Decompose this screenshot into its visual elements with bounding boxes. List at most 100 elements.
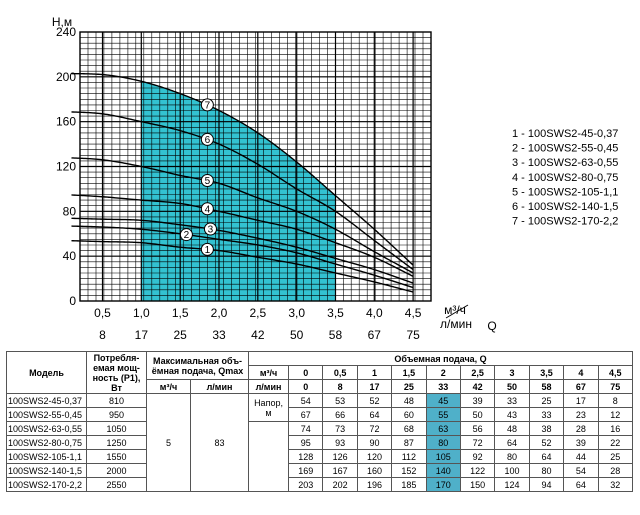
head-value-cell: 160 (356, 463, 393, 478)
head-value-cell: 66 (322, 407, 358, 422)
head-value-cell: 122 (459, 463, 496, 478)
head-value-cell: 23 (563, 407, 599, 422)
head-value-cell: 196 (356, 477, 393, 492)
x-tick-label-m3h: 4,5 (405, 306, 422, 320)
head-value-cell: 169 (288, 463, 324, 478)
head-value-cell: 44 (563, 449, 599, 464)
qmax-m3h-cell: 5 (146, 393, 191, 492)
header-flow-lmin: 75 (597, 379, 634, 394)
head-value-cell: 64 (528, 449, 565, 464)
header-flow-m3h: 2 (425, 365, 461, 380)
curve-marker-6 (200, 132, 214, 146)
legend-item: 4 - 100SWS2-80-0,75 (512, 172, 618, 184)
header-qmax: Максимальная объ-ёмная подача, Qmax (145, 351, 250, 380)
table-header-row: Модель Потребля-емая мощ-ность (P1), Вт Ма… (6, 351, 634, 394)
curve-1 (71, 240, 414, 293)
operating-range-area (141, 81, 336, 301)
header-flow-lmin: 0 (288, 379, 324, 394)
header-flow-unit-m3h: м³/ч (248, 365, 290, 380)
x-tick-label-m3h: 3,5 (327, 306, 344, 320)
x-tick-label-m3h: 3,0 (288, 306, 305, 320)
qmax-lmin-cell: 83 (189, 393, 250, 492)
head-value-cell: 140 (425, 463, 461, 478)
header-flow-lmin: 50 (494, 379, 530, 394)
x-axis-title: Q (487, 319, 496, 333)
performance-table: Модель Потребля-емая мощ-ность (P1), Вт Ма… (6, 351, 634, 492)
head-value-cell: 54 (563, 463, 599, 478)
header-flow-m3h: 4,5 (597, 365, 634, 380)
head-value-cell: 80 (425, 435, 461, 450)
power-cell: 2000 (86, 463, 147, 478)
head-value-cell: 64 (494, 435, 530, 450)
curve-marker-1 (200, 242, 214, 256)
curve-3 (71, 217, 414, 284)
power-cell: 1550 (86, 449, 147, 464)
x-tick-label-lmin: 33 (212, 328, 226, 342)
y-tick-label: 200 (56, 70, 76, 84)
legend-item: 3 - 100SWS2-63-0,55 (512, 157, 618, 169)
head-value-cell: 185 (391, 477, 427, 492)
head-value-cell: 33 (494, 393, 530, 408)
head-value-cell: 32 (597, 477, 634, 492)
header-power: Потребля-емая мощ-ность (P1), Вт (86, 351, 147, 394)
header-model: Модель (6, 351, 87, 394)
curve-marker-label-3: 3 (208, 224, 214, 235)
model-cell: 100SWS2-45-0,37 (6, 393, 87, 408)
y-tick-label: 120 (56, 160, 76, 174)
head-value-cell: 25 (528, 393, 565, 408)
y-tick-label: 240 (56, 25, 76, 39)
table-row: 100SWS2-140-1,5 2000 169 167 160 152 140 122 100… (6, 463, 634, 478)
curve-5 (71, 157, 414, 274)
table-row: 100SWS2-55-0,45 950 67 66 64 60 55 50 43 33 23 12 (6, 407, 634, 422)
head-value-cell: 43 (494, 407, 530, 422)
head-value-cell: 38 (528, 421, 565, 436)
x-tick-label-lmin: 58 (329, 328, 343, 342)
head-value-cell: 39 (563, 435, 599, 450)
header-flow-lmin: 58 (528, 379, 565, 394)
head-value-cell: 16 (597, 421, 634, 436)
head-value-cell: 92 (459, 449, 496, 464)
table-row: 100SWS2-170-2,2 2550 203 202 196 185 170 150 124… (6, 477, 634, 492)
head-value-cell: 74 (288, 421, 324, 436)
model-cell: 100SWS2-170-2,2 (6, 477, 87, 492)
head-value-cell: 22 (597, 435, 634, 450)
plot-frame (79, 31, 432, 302)
unit-divider (445, 304, 469, 319)
x-tick-label-lmin: 75 (406, 328, 420, 342)
curve-marker-label-6: 6 (205, 135, 211, 146)
curve-marker-3 (203, 222, 217, 236)
x-tick-label-m3h: 4,0 (366, 306, 383, 320)
head-value-cell: 100 (494, 463, 530, 478)
header-flow-lmin: 25 (391, 379, 427, 394)
model-cell: 100SWS2-55-0,45 (6, 407, 87, 422)
model-cell: 100SWS2-140-1,5 (6, 463, 87, 478)
x-tick-label-m3h: 1,0 (133, 306, 150, 320)
table-row: 100SWS2-80-0,75 1250 95 93 90 87 80 72 64 52 39 22 (6, 435, 634, 450)
head-value-cell: 73 (322, 421, 358, 436)
x-tick-label-m3h: 1,5 (172, 306, 189, 320)
head-value-cell: 12 (597, 407, 634, 422)
table-row: 100SWS2-105-1,1 1550 128 126 120 112 105 92 80 64… (6, 449, 634, 464)
power-cell: 2550 (86, 477, 147, 492)
x-tick-label-m3h: 0,5 (94, 306, 111, 320)
head-value-cell: 105 (425, 449, 461, 464)
head-label-cell: Напор, м (248, 393, 290, 422)
head-value-cell: 63 (425, 421, 461, 436)
head-value-cell: 120 (356, 449, 393, 464)
power-cell: 950 (86, 407, 147, 422)
header-flow-unit-lmin: л/мин (248, 379, 290, 394)
curve-marker-label-2: 2 (184, 230, 190, 241)
x-tick-label-lmin: 8 (99, 328, 106, 342)
curve-marker-5 (200, 173, 214, 187)
head-value-cell: 90 (356, 435, 393, 450)
head-value-cell: 64 (563, 477, 599, 492)
y-tick-label: 80 (63, 204, 77, 218)
head-label-blank (248, 421, 290, 492)
legend-item: 7 - 100SWS2-170-2,2 (512, 216, 618, 228)
x-tick-label-lmin: 50 (290, 328, 304, 342)
head-value-cell: 170 (425, 477, 461, 492)
header-flow-m3h: 0,5 (322, 365, 358, 380)
header-flow-m3h: 0 (288, 365, 324, 380)
curve-marker-7 (200, 98, 214, 112)
